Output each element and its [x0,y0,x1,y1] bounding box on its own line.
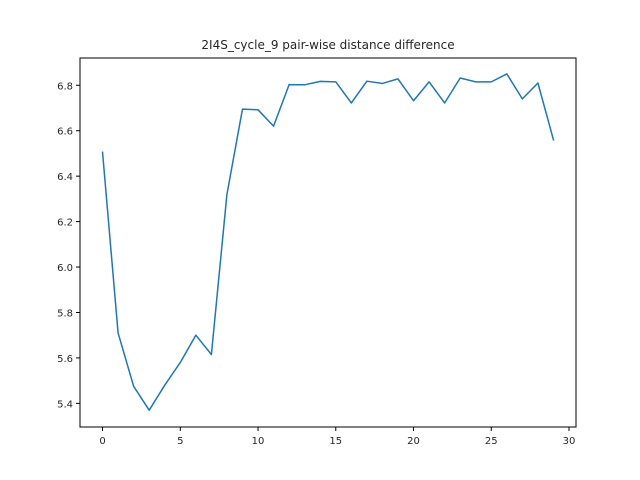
x-tick-label: 15 [329,436,342,447]
y-tick-label: 6.4 [57,172,73,183]
y-axis: 5.4 5.6 5.8 6.0 6.2 6.4 6.6 6.8 [57,81,80,410]
axes-frame [79,57,577,428]
series-line-0 [101,73,555,411]
x-tick-label: 5 [177,436,183,447]
x-tick-label: 30 [563,436,576,447]
y-tick-label: 6.2 [57,218,73,229]
x-axis: 0 5 10 15 20 25 30 [99,427,575,447]
y-tick-label: 5.6 [57,354,73,365]
y-tick-label: 6.8 [57,81,73,92]
x-tick-label: 20 [407,436,420,447]
chart-title: 2I4S_cycle_9 pair-wise distance differen… [201,38,454,52]
x-tick-label: 0 [99,436,105,447]
x-tick-label: 25 [485,436,498,447]
y-tick-label: 5.4 [57,399,73,410]
y-tick-label: 5.8 [57,308,73,319]
y-tick-label: 6.0 [57,263,73,274]
x-tick-label: 10 [252,436,265,447]
plot-area [101,73,555,411]
y-tick-label: 6.6 [57,127,73,138]
